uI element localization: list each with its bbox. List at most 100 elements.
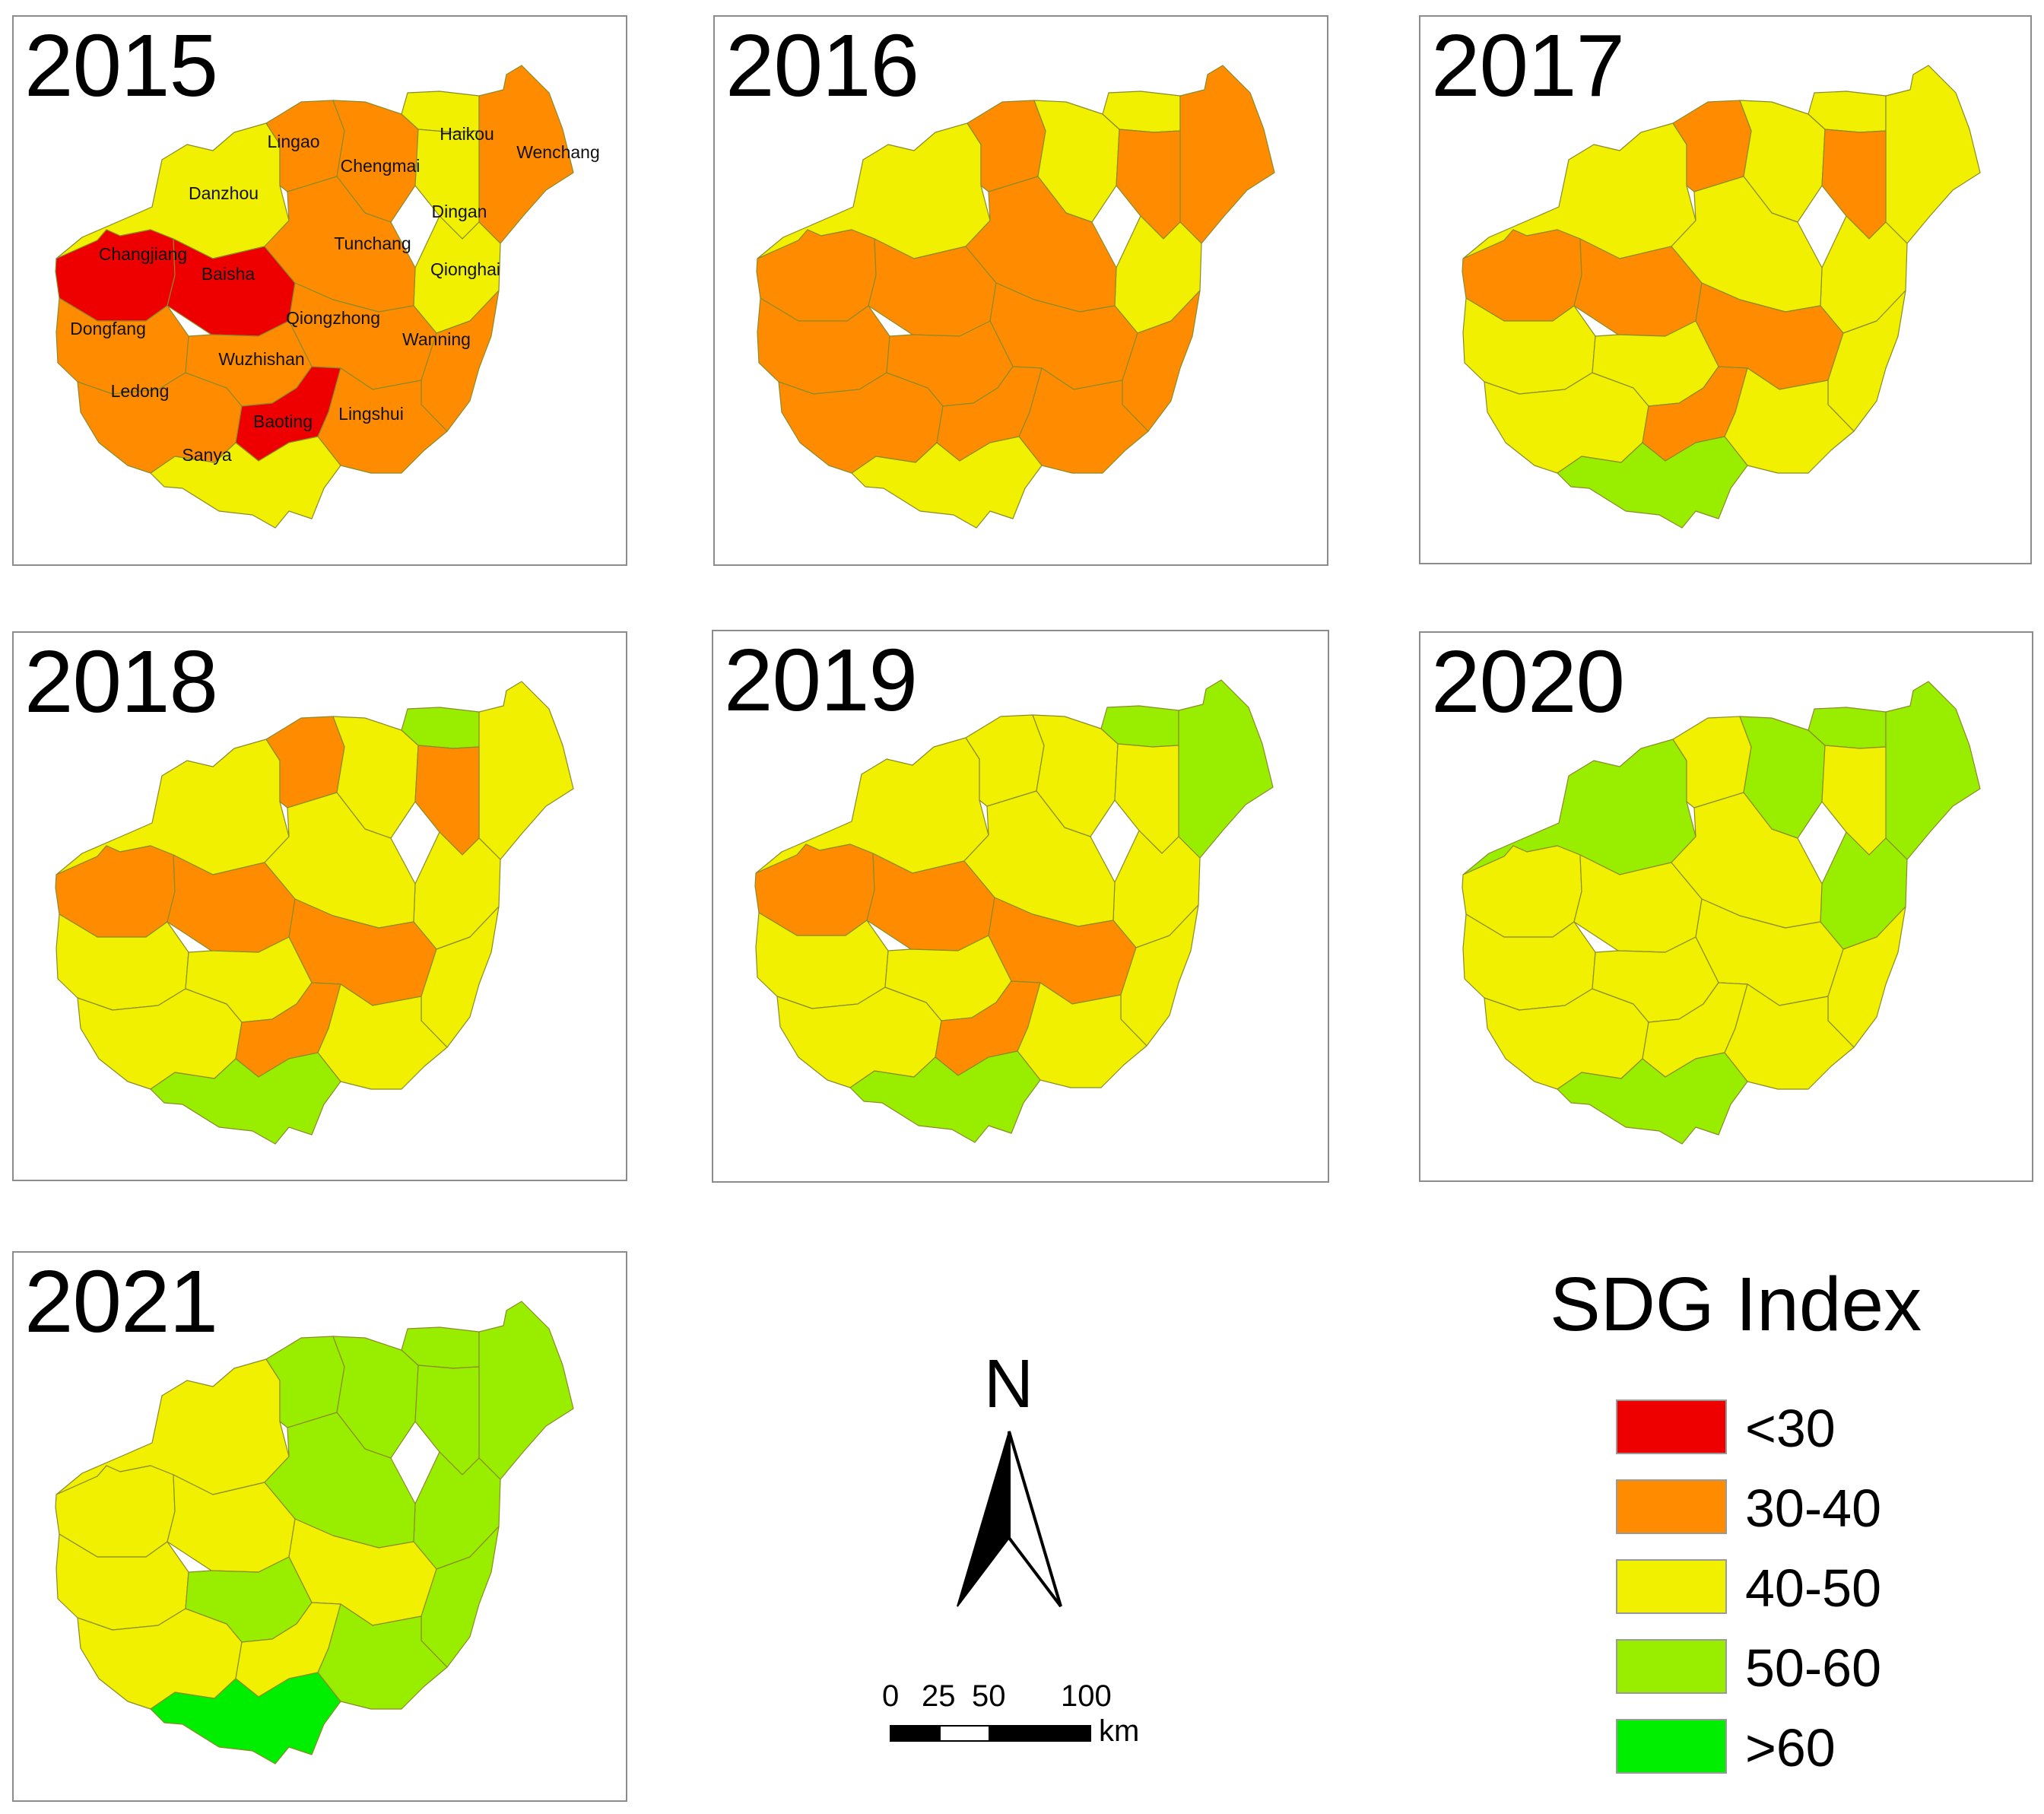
county-group <box>55 1301 574 1765</box>
county-tunchang <box>1671 176 1823 313</box>
county-lingshui <box>317 1603 448 1710</box>
county-lingshui <box>1018 367 1149 474</box>
county-chengmai <box>332 716 419 839</box>
legend-swatch <box>1616 1479 1727 1534</box>
north-arrow-icon <box>957 1431 1062 1608</box>
county-sanya <box>150 1052 341 1145</box>
county-label-sanya: Sanya <box>182 445 231 465</box>
county-lingshui <box>317 983 448 1090</box>
panel-year-label: 2015 <box>24 16 218 115</box>
legend-label: <30 <box>1745 1399 1836 1458</box>
panel-year-label: 2020 <box>1431 632 1625 731</box>
county-wenchang <box>478 681 574 860</box>
county-label-changjiang: Changjiang <box>99 244 187 264</box>
county-chengmai <box>332 1336 419 1459</box>
scale-bar <box>890 1725 1091 1742</box>
county-label-qiongzhong: Qiongzhong <box>286 308 380 328</box>
scale-tick-0: 0 <box>882 1679 900 1713</box>
county-map <box>55 681 574 1145</box>
county-lingshui <box>1017 982 1147 1088</box>
county-group <box>1462 65 1981 529</box>
county-sanya <box>849 1050 1041 1143</box>
legend-swatch <box>1616 1639 1727 1694</box>
panel-year-label: 2018 <box>24 632 218 731</box>
county-label-qionghai: Qionghai <box>430 259 500 279</box>
panel-year-label: 2017 <box>1431 16 1625 115</box>
legend-label: 40-50 <box>1745 1558 1882 1618</box>
county-tunchang <box>963 790 1116 927</box>
county-wenchang <box>1885 681 1981 860</box>
county-map <box>55 1301 574 1765</box>
county-chengmai <box>1739 716 1826 839</box>
county-tunchang <box>1671 792 1823 929</box>
county-dingan <box>1114 743 1179 854</box>
county-label-lingao: Lingao <box>267 132 319 151</box>
county-label-ledong: Ledong <box>111 381 170 401</box>
scale-unit: km <box>1099 1714 1140 1748</box>
county-dingan <box>414 745 480 856</box>
county-chengmai <box>1033 100 1120 223</box>
map-panel-2019: 2019 <box>712 630 1329 1183</box>
county-wenchang <box>1885 65 1981 244</box>
legend-swatch <box>1616 1399 1727 1454</box>
county-sanya <box>150 436 341 529</box>
county-label-baoting: Baoting <box>253 411 313 431</box>
county-map <box>1462 65 1981 529</box>
county-sanya <box>1557 1052 1748 1145</box>
county-label-dongfang: Dongfang <box>70 319 146 338</box>
county-label-haikou: Haikou <box>440 124 494 144</box>
county-sanya <box>1557 436 1748 529</box>
county-label-dingan: Dingan <box>432 202 487 221</box>
county-wenchang <box>478 1301 574 1480</box>
legend-item-gt60: >60 <box>1616 1719 1935 1777</box>
north-label: N <box>984 1346 1033 1422</box>
legend-item-lt30: <30 <box>1616 1399 1935 1457</box>
county-map <box>1462 681 1981 1145</box>
county-group <box>55 681 574 1145</box>
county-tunchang <box>965 176 1117 313</box>
county-dingan <box>1821 129 1887 240</box>
legend-title: SDG Index <box>1550 1262 1922 1347</box>
county-label-wanning: Wanning <box>402 329 471 349</box>
panel-year-label: 2021 <box>24 1252 218 1351</box>
county-map <box>756 65 1275 529</box>
county-sanya <box>150 1672 341 1765</box>
county-tunchang <box>264 176 416 313</box>
county-tunchang <box>264 792 416 929</box>
county-group <box>55 65 574 529</box>
scale-tick-25: 25 <box>922 1679 956 1713</box>
map-panel-2020: 2020 <box>1419 631 2033 1182</box>
county-chengmai <box>332 100 419 223</box>
county-chengmai <box>1739 100 1826 223</box>
legend-label: 30-40 <box>1745 1479 1882 1538</box>
county-dingan <box>1116 129 1181 240</box>
county-dingan <box>414 1364 480 1476</box>
county-label-wenchang: Wenchang <box>516 142 600 162</box>
county-map <box>754 679 1274 1143</box>
county-dingan <box>1821 745 1887 856</box>
map-panel-2021: 2021 <box>12 1251 627 1802</box>
panel-year-label: 2016 <box>725 16 919 115</box>
county-chengmai <box>1032 714 1119 837</box>
legend-swatch <box>1616 1719 1727 1774</box>
county-label-baisha: Baisha <box>202 264 256 284</box>
legend-item-50-60: 50-60 <box>1616 1639 1935 1697</box>
map-panel-2018: 2018 <box>12 631 627 1181</box>
county-label-tunchang: Tunchang <box>334 234 411 253</box>
county-wenchang <box>1179 65 1275 244</box>
county-label-chengmai: Chengmai <box>341 156 421 176</box>
legend-label: >60 <box>1745 1718 1836 1777</box>
legend-item-30-40: 30-40 <box>1616 1479 1935 1537</box>
county-label-danzhou: Danzhou <box>189 183 259 203</box>
county-group <box>756 65 1275 529</box>
county-tunchang <box>264 1412 416 1549</box>
county-map: Lingao Haikou Wenchang Chengmai Danzhou Dinga… <box>55 65 600 529</box>
legend-label: 50-60 <box>1745 1638 1882 1698</box>
scale-tick-50: 50 <box>972 1679 1006 1713</box>
county-label-wuzhishan: Wuzhishan <box>218 349 304 369</box>
legend-item-40-50: 40-50 <box>1616 1559 1935 1617</box>
map-panel-2015: Lingao Haikou Wenchang Chengmai Danzhou Dinga… <box>12 15 627 566</box>
county-wenchang <box>1178 679 1274 859</box>
county-label-lingshui: Lingshui <box>338 404 404 424</box>
county-sanya <box>851 436 1043 529</box>
